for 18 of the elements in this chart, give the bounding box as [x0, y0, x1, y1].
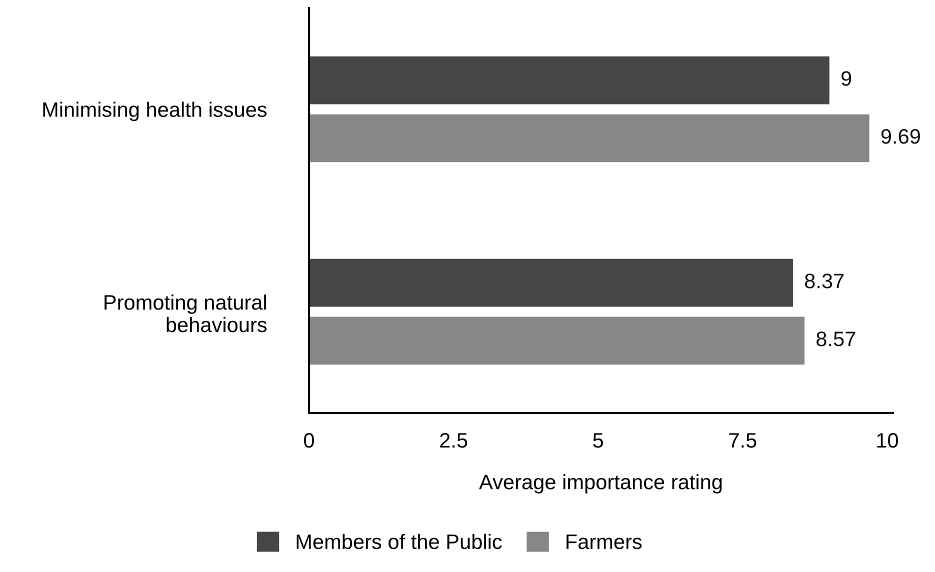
x-axis-title: Average importance rating: [479, 474, 722, 494]
legend-label: Farmers: [566, 534, 642, 550]
y-tick-label: Minimising health issues: [43, 102, 267, 122]
data-label: 8.37: [804, 274, 844, 288]
data-label: 9.69: [881, 129, 920, 144]
bar: [309, 56, 830, 104]
x-tick-label: 7.5: [729, 433, 756, 448]
x-tick-label: 2.5: [440, 432, 468, 448]
legend-label: Members of the Public: [296, 534, 502, 550]
data-label: 9: [841, 71, 852, 86]
bar: [309, 258, 793, 307]
x-tick-label: 0: [304, 432, 314, 448]
x-tick-label: 10: [877, 432, 898, 448]
y-tick-label: Promoting natural behaviours: [104, 294, 267, 332]
data-label: 8.57: [816, 332, 856, 346]
bar: [309, 316, 805, 365]
x-tick-label: 5: [593, 433, 604, 448]
bar: [309, 114, 870, 162]
